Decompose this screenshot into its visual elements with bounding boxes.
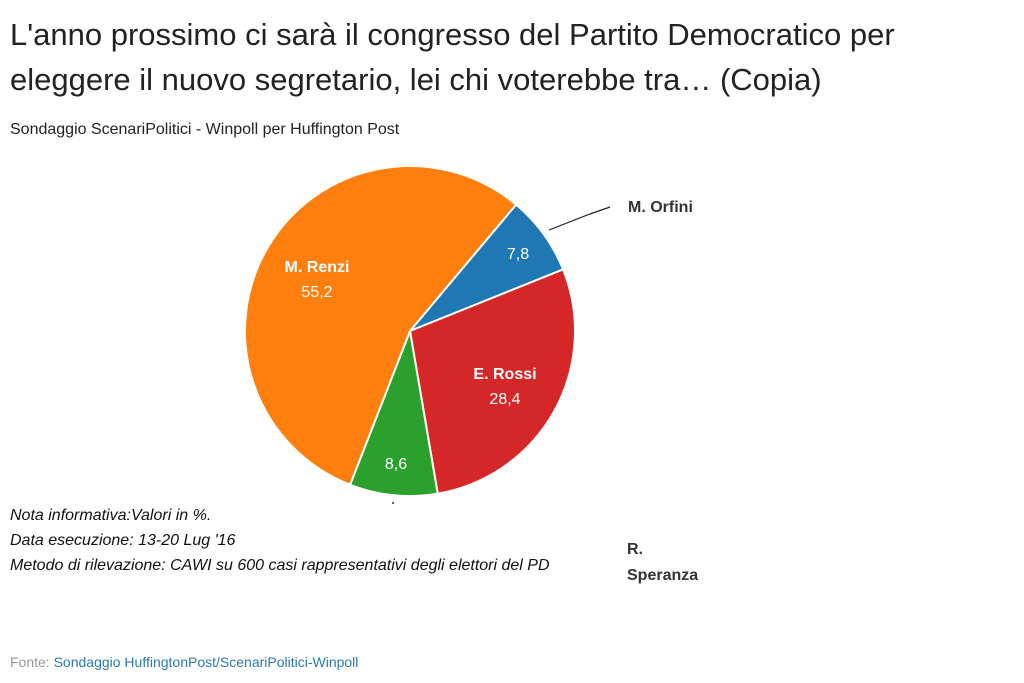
pie-slice [408,268,576,495]
value-label: 7,8 [507,246,529,263]
source-link[interactable]: Sondaggio HuffingtonPost/ScenariPolitici… [53,654,359,670]
leader-dot [392,502,394,504]
leader-line [548,206,611,231]
source: Fonte: Sondaggio HuffingtonPost/ScenariP… [10,654,358,670]
value-label: 8,6 [385,456,407,473]
pie-slice [244,165,518,487]
note: Nota informativa:Valori in %. [10,507,212,524]
value-label: 28,4 [489,391,520,408]
slice-name: R. Speranza [627,541,699,584]
slice-name: M. Renzi [285,259,350,276]
slice-name: M. Orfini [628,199,693,216]
note: Data esecuzione: 13-20 Lug '16 [10,532,236,549]
value-label: 55,2 [301,284,332,301]
slice-name: E. Rossi [473,366,536,383]
pie-slice [348,327,439,497]
chart-subtitle: Sondaggio ScenariPolitici - Winpoll per … [10,121,400,138]
chart-title: L'anno prossimo ci sarà il congresso del… [10,17,895,97]
notes: Nota informativa:Valori in %. Data esecu… [10,503,550,578]
note: Metodo di rilevazione: CAWI su 600 casi … [10,557,550,574]
source-label: Fonte: [10,654,50,670]
